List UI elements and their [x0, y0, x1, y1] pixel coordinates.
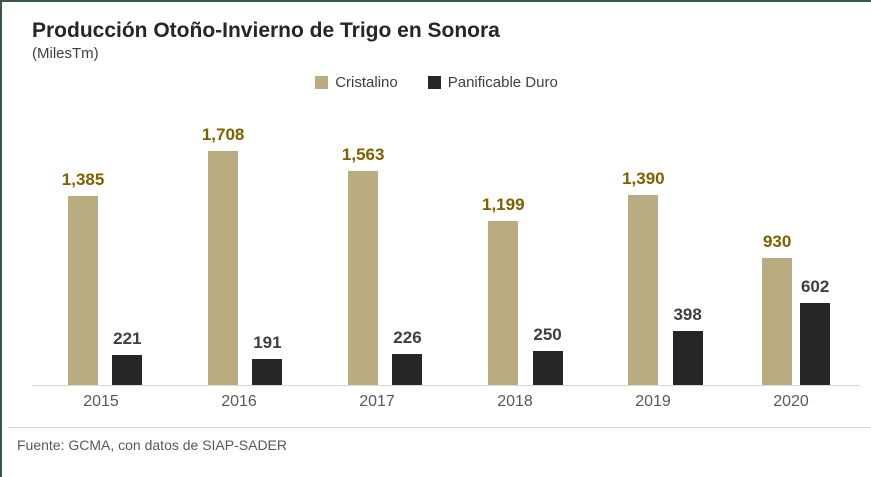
value-label-cristalino-2018: 1,199: [482, 194, 525, 214]
bar-panificable-duro-2015: [112, 354, 143, 386]
bar-cristalino-2017: [348, 171, 379, 386]
bar-cristalino-2015: [68, 195, 99, 386]
legend-item-cristalino: Cristalino: [315, 74, 398, 91]
x-axis-label-2015: 2015: [83, 393, 119, 411]
bar-column-cristalino-2016: 1,708: [201, 125, 245, 386]
legend-label-panificable-duro: Panificable Duro: [447, 74, 558, 92]
x-axis-label-2020: 2020: [773, 393, 809, 411]
x-axis: 2015 2016 2017 2018 2019 2020: [32, 386, 860, 411]
value-label-panificable-duro-2016: 191: [253, 333, 282, 352]
bar-cristalino-2016: [208, 151, 239, 386]
bar-column-cristalino-2020: 930: [762, 231, 793, 386]
bar-group-2017: 1,563 226: [341, 145, 423, 386]
source-note: Fuente: GCMA, con datos de SIAP-SADER: [17, 437, 288, 454]
value-label-cristalino-2016: 1,708: [201, 125, 245, 145]
chart-unit-subtitle: (MilesTm): [32, 45, 99, 63]
bar-cristalino-2020: [762, 257, 793, 386]
legend-item-panificable-duro: Panificable Duro: [427, 74, 558, 92]
bar-panificable-duro-2018: [532, 350, 563, 386]
footer-divider: [8, 427, 871, 429]
bar-column-cristalino-2017: 1,563: [341, 145, 385, 386]
bar-column-panificable-duro-2016: 191: [252, 333, 283, 386]
value-label-panificable-duro-2015: 221: [113, 328, 142, 348]
value-label-cristalino-2020: 930: [762, 231, 792, 251]
x-axis-label-2017: 2017: [359, 393, 395, 411]
value-label-cristalino-2015: 1,385: [61, 169, 105, 189]
legend-label-cristalino: Cristalino: [335, 74, 398, 92]
bar-column-cristalino-2019: 1,390: [622, 168, 665, 386]
legend-swatch-panificable-duro: [427, 76, 441, 90]
bar-panificable-duro-2020: [800, 302, 831, 386]
bar-column-panificable-duro-2020: 602: [800, 276, 831, 386]
bar-panificable-duro-2019: [672, 330, 703, 386]
bar-panificable-duro-2017: [392, 354, 423, 386]
bar-cristalino-2019: [628, 194, 659, 386]
bar-group-2020: 930 602: [762, 231, 831, 386]
bar-cristalino-2018: [488, 220, 519, 386]
bar-column-cristalino-2018: 1,199: [482, 194, 525, 386]
bar-group-2018: 1,199 250: [482, 194, 563, 386]
value-label-panificable-duro-2017: 226: [393, 328, 422, 348]
bar-group-2016: 1,708 191: [201, 125, 283, 386]
legend: Cristalino Panificable Duro: [2, 74, 871, 91]
bar-column-panificable-duro-2018: 250: [532, 324, 563, 386]
legend-swatch-cristalino: [315, 76, 329, 90]
bar-panificable-duro-2016: [252, 359, 283, 386]
bar-column-panificable-duro-2017: 226: [392, 328, 423, 386]
plot-area: 1,385 221 1,708 191 1,563 226 1,199 250 1,390 398…: [32, 91, 860, 387]
bar-column-cristalino-2015: 1,385: [61, 169, 105, 386]
value-label-cristalino-2019: 1,390: [622, 168, 665, 188]
value-label-panificable-duro-2020: 602: [800, 276, 830, 296]
bar-column-panificable-duro-2019: 398: [672, 304, 703, 386]
bar-group-2019: 1,390 398: [622, 168, 703, 386]
value-label-panificable-duro-2019: 398: [673, 304, 702, 324]
bar-column-panificable-duro-2015: 221: [112, 328, 143, 386]
x-axis-label-2016: 2016: [221, 393, 257, 411]
x-axis-label-2019: 2019: [635, 393, 671, 411]
bar-group-2015: 1,385 221: [62, 171, 143, 386]
value-label-cristalino-2017: 1,563: [341, 145, 385, 165]
x-axis-label-2018: 2018: [497, 393, 533, 411]
chart-title: Producción Otoño-Invierno de Trigo en So…: [32, 19, 500, 42]
value-label-panificable-duro-2018: 250: [533, 324, 562, 344]
